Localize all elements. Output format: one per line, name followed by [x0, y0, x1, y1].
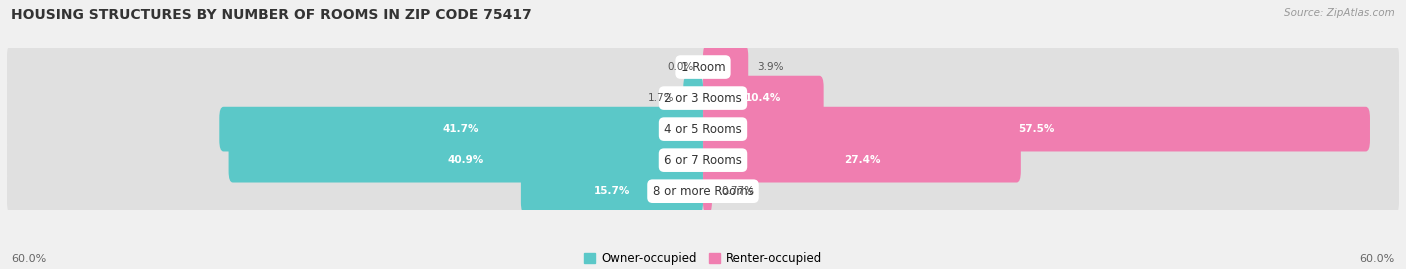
FancyBboxPatch shape	[229, 138, 703, 182]
Legend: Owner-occupied, Renter-occupied: Owner-occupied, Renter-occupied	[583, 252, 823, 265]
Text: 8 or more Rooms: 8 or more Rooms	[652, 185, 754, 198]
Text: Source: ZipAtlas.com: Source: ZipAtlas.com	[1284, 8, 1395, 18]
FancyBboxPatch shape	[520, 169, 703, 214]
FancyBboxPatch shape	[219, 107, 703, 151]
Text: 10.4%: 10.4%	[745, 93, 782, 103]
Text: 4 or 5 Rooms: 4 or 5 Rooms	[664, 123, 742, 136]
Text: 57.5%: 57.5%	[1018, 124, 1054, 134]
FancyBboxPatch shape	[703, 76, 824, 121]
Text: 3.9%: 3.9%	[758, 62, 785, 72]
Text: 60.0%: 60.0%	[1360, 254, 1395, 264]
FancyBboxPatch shape	[703, 45, 748, 89]
FancyBboxPatch shape	[703, 107, 1369, 151]
Text: 40.9%: 40.9%	[447, 155, 484, 165]
Text: 2 or 3 Rooms: 2 or 3 Rooms	[664, 91, 742, 105]
Text: 60.0%: 60.0%	[11, 254, 46, 264]
FancyBboxPatch shape	[703, 138, 1021, 182]
FancyBboxPatch shape	[7, 169, 1399, 214]
Text: HOUSING STRUCTURES BY NUMBER OF ROOMS IN ZIP CODE 75417: HOUSING STRUCTURES BY NUMBER OF ROOMS IN…	[11, 8, 531, 22]
Text: 1.7%: 1.7%	[648, 93, 673, 103]
Text: 15.7%: 15.7%	[593, 186, 630, 196]
Text: 41.7%: 41.7%	[443, 124, 479, 134]
Text: 0.77%: 0.77%	[721, 186, 754, 196]
FancyBboxPatch shape	[683, 76, 703, 121]
Text: 6 or 7 Rooms: 6 or 7 Rooms	[664, 154, 742, 167]
Text: 0.0%: 0.0%	[668, 62, 693, 72]
FancyBboxPatch shape	[703, 169, 711, 214]
FancyBboxPatch shape	[7, 45, 1399, 89]
Text: 27.4%: 27.4%	[844, 155, 880, 165]
FancyBboxPatch shape	[7, 107, 1399, 151]
FancyBboxPatch shape	[7, 138, 1399, 182]
FancyBboxPatch shape	[7, 76, 1399, 121]
Text: 1 Room: 1 Room	[681, 61, 725, 73]
